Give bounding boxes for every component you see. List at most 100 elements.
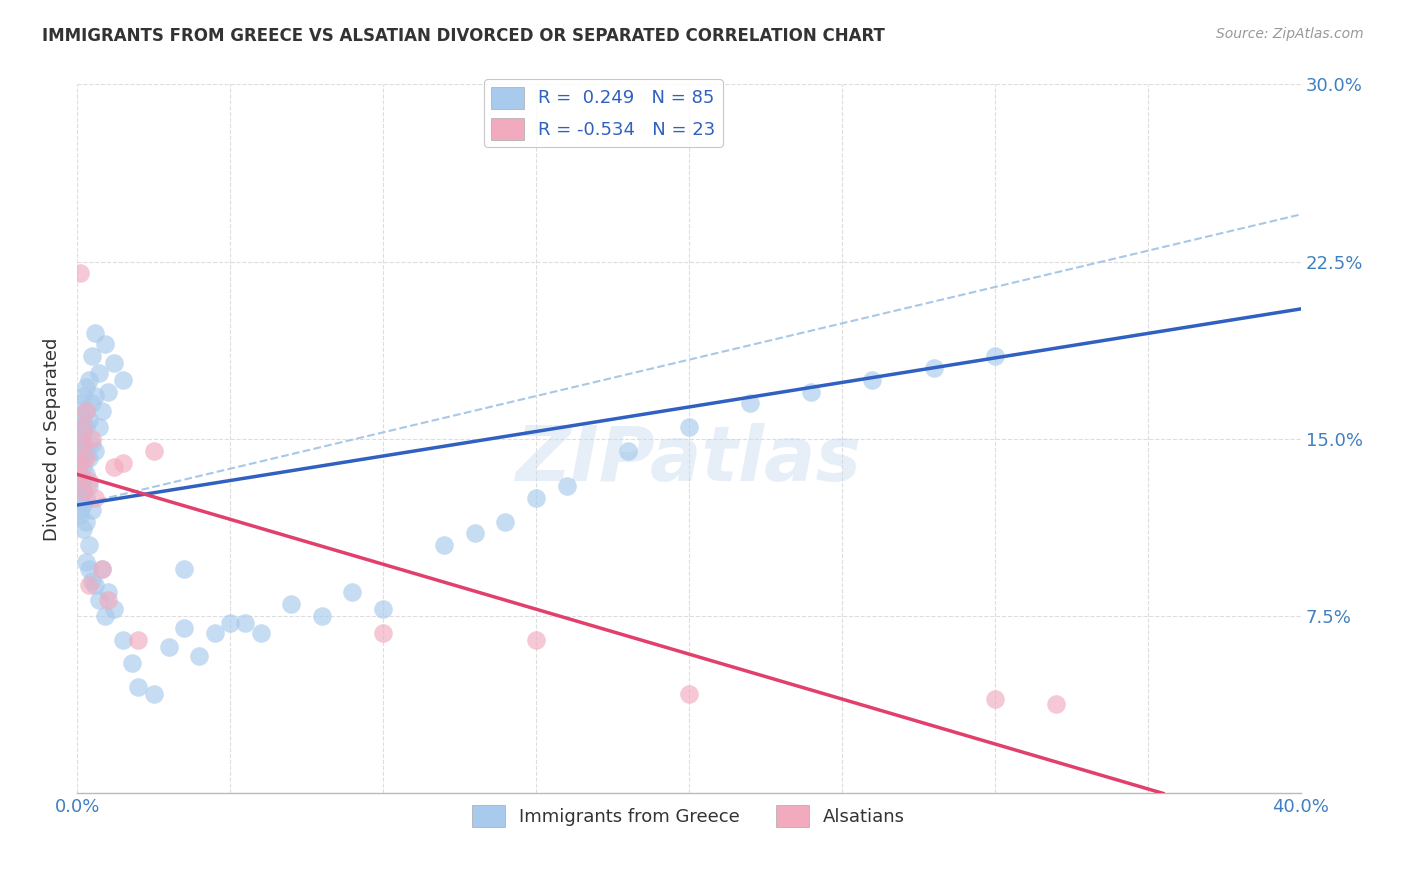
Point: [72, 436, 94, 450]
Point: [93, 609, 115, 624]
Point: [800, 384, 823, 399]
Point: [69, 467, 91, 482]
Point: [433, 538, 456, 552]
Point: [233, 616, 256, 631]
Point: [69, 409, 91, 423]
Point: [93, 337, 115, 351]
Point: [79, 479, 101, 493]
Point: [311, 609, 333, 624]
Point: [280, 597, 302, 611]
Point: [90, 562, 112, 576]
Point: [678, 420, 700, 434]
Point: [82, 432, 104, 446]
Point: [204, 625, 226, 640]
Point: [219, 616, 242, 631]
Point: [87, 420, 110, 434]
Point: [79, 538, 101, 552]
Point: [738, 396, 761, 410]
Point: [69, 508, 91, 522]
Point: [69, 396, 91, 410]
Point: [1045, 697, 1067, 711]
Point: [72, 420, 94, 434]
Point: [75, 403, 97, 417]
Point: [72, 460, 94, 475]
Point: [69, 503, 91, 517]
Point: [79, 373, 101, 387]
Point: [127, 632, 149, 647]
Point: [75, 443, 97, 458]
Point: [121, 657, 143, 671]
Point: [75, 467, 97, 482]
Point: [84, 389, 107, 403]
Point: [142, 687, 165, 701]
Point: [69, 456, 91, 470]
Point: [616, 443, 638, 458]
Point: [79, 562, 101, 576]
Point: [69, 420, 91, 434]
Point: [75, 491, 97, 505]
Point: [142, 443, 165, 458]
Point: [72, 413, 94, 427]
Point: [127, 680, 149, 694]
Legend: Immigrants from Greece, Alsatians: Immigrants from Greece, Alsatians: [465, 797, 912, 834]
Point: [111, 632, 134, 647]
Point: [97, 592, 120, 607]
Point: [72, 498, 94, 512]
Point: [111, 456, 134, 470]
Point: [79, 413, 101, 427]
Point: [82, 396, 104, 410]
Point: [72, 475, 94, 489]
Point: [103, 460, 125, 475]
Point: [69, 267, 91, 281]
Point: [984, 691, 1007, 706]
Point: [72, 436, 94, 450]
Point: [69, 443, 91, 458]
Point: [75, 380, 97, 394]
Point: [524, 632, 547, 647]
Point: [90, 562, 112, 576]
Point: [249, 625, 271, 640]
Point: [464, 526, 486, 541]
Point: [103, 356, 125, 370]
Point: [860, 373, 883, 387]
Point: [371, 602, 394, 616]
Point: [84, 491, 107, 505]
Point: [75, 515, 97, 529]
Point: [72, 522, 94, 536]
Point: [555, 479, 578, 493]
Point: [173, 562, 195, 576]
Text: Source: ZipAtlas.com: Source: ZipAtlas.com: [1216, 27, 1364, 41]
Point: [371, 625, 394, 640]
Point: [72, 389, 94, 403]
Point: [84, 443, 107, 458]
Point: [157, 640, 180, 654]
Text: IMMIGRANTS FROM GREECE VS ALSATIAN DIVORCED OR SEPARATED CORRELATION CHART: IMMIGRANTS FROM GREECE VS ALSATIAN DIVOR…: [42, 27, 884, 45]
Point: [103, 602, 125, 616]
Point: [84, 326, 107, 340]
Point: [922, 361, 945, 376]
Point: [97, 384, 120, 399]
Point: [87, 592, 110, 607]
Point: [79, 450, 101, 465]
Point: [72, 450, 94, 465]
Point: [82, 436, 104, 450]
Point: [111, 373, 134, 387]
Point: [97, 585, 120, 599]
Point: [75, 555, 97, 569]
Point: [72, 483, 94, 498]
Point: [79, 578, 101, 592]
Point: [69, 432, 91, 446]
Y-axis label: Divorced or Separated: Divorced or Separated: [44, 337, 60, 541]
Point: [79, 475, 101, 489]
Point: [173, 621, 195, 635]
Point: [678, 687, 700, 701]
Point: [82, 349, 104, 363]
Point: [188, 649, 211, 664]
Point: [524, 491, 547, 505]
Point: [69, 467, 91, 482]
Point: [72, 427, 94, 442]
Point: [82, 503, 104, 517]
Point: [69, 479, 91, 493]
Point: [69, 491, 91, 505]
Point: [87, 366, 110, 380]
